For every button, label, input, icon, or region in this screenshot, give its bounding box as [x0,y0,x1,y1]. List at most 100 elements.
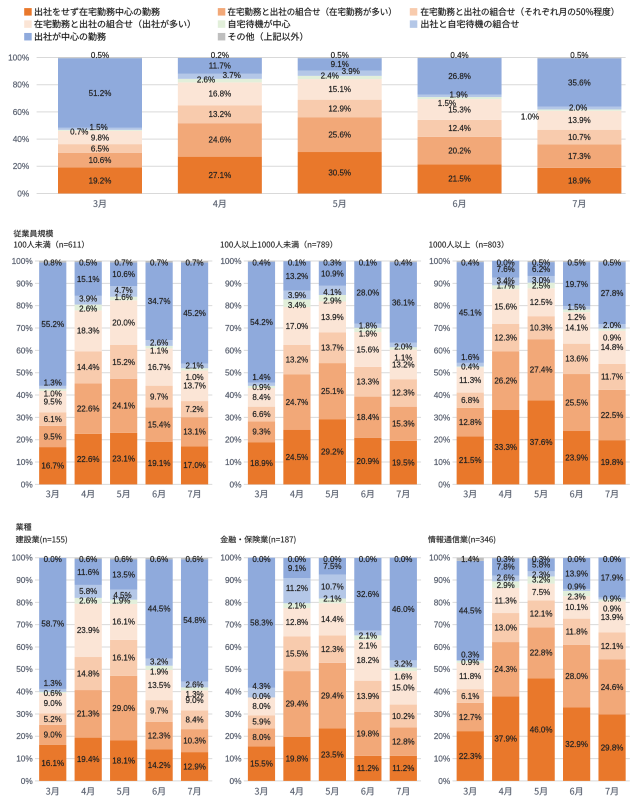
svg-text:12.9%: 12.9% [183,762,206,771]
svg-text:70%: 70% [16,323,33,333]
svg-text:70%: 70% [434,323,451,333]
svg-text:9.7%: 9.7% [150,707,168,716]
svg-text:70%: 70% [225,620,242,630]
svg-text:0.4%: 0.4% [461,258,479,267]
svg-text:0%: 0% [438,479,451,489]
svg-text:15.3%: 15.3% [392,420,415,429]
svg-text:7.8%: 7.8% [497,563,515,572]
svg-text:21.5%: 21.5% [448,175,471,184]
svg-text:0.4%: 0.4% [252,258,270,267]
svg-text:10%: 10% [16,457,33,467]
svg-text:18.9%: 18.9% [568,176,591,185]
svg-text:0%: 0% [230,776,243,786]
svg-text:20%: 20% [225,731,242,741]
svg-text:10%: 10% [225,457,242,467]
svg-text:9.0%: 9.0% [44,699,62,708]
svg-text:40%: 40% [13,134,30,144]
svg-text:19.1%: 19.1% [148,459,171,468]
svg-text:70%: 70% [434,620,451,630]
svg-text:5.2%: 5.2% [44,715,62,724]
svg-text:25.1%: 25.1% [321,387,344,396]
svg-text:15.4%: 15.4% [148,420,171,429]
svg-text:30.5%: 30.5% [328,169,351,178]
svg-text:0.0%: 0.0% [44,555,62,564]
svg-text:7.5%: 7.5% [532,588,550,597]
svg-text:6.2%: 6.2% [532,265,550,274]
svg-text:17.3%: 17.3% [568,152,591,161]
svg-text:16.1%: 16.1% [112,654,135,663]
svg-text:15.3%: 15.3% [448,105,471,114]
svg-text:44.5%: 44.5% [148,605,171,614]
svg-text:0.0%: 0.0% [359,555,377,564]
svg-text:1.0%: 1.0% [44,389,62,398]
svg-text:16.1%: 16.1% [41,759,64,768]
svg-text:1.0%: 1.0% [521,113,539,122]
svg-text:0.4%: 0.4% [461,362,479,371]
svg-text:10.1%: 10.1% [565,603,588,612]
svg-text:12.3%: 12.3% [494,334,517,343]
svg-text:2.3%: 2.3% [532,571,550,580]
svg-text:40%: 40% [434,687,451,697]
svg-text:24.1%: 24.1% [112,402,135,411]
svg-text:20%: 20% [434,731,451,741]
svg-text:17.9%: 17.9% [601,573,624,582]
svg-text:50%: 50% [434,368,451,378]
svg-text:23.9%: 23.9% [565,454,588,463]
svg-text:27.4%: 27.4% [530,366,553,375]
svg-text:70%: 70% [225,323,242,333]
svg-text:80%: 80% [434,301,451,311]
svg-text:9.5%: 9.5% [44,432,62,441]
svg-text:40%: 40% [434,390,451,400]
svg-text:24.3%: 24.3% [494,665,517,674]
svg-text:37.6%: 37.6% [530,438,553,447]
svg-text:60%: 60% [13,107,30,117]
svg-text:1.5%: 1.5% [89,123,107,132]
svg-text:15.6%: 15.6% [494,302,517,311]
svg-text:29.4%: 29.4% [321,691,344,700]
svg-text:12.4%: 12.4% [448,124,471,133]
svg-text:90%: 90% [434,278,451,288]
svg-text:2.6%: 2.6% [497,573,515,582]
svg-text:3.2%: 3.2% [150,657,168,666]
svg-text:2.3%: 2.3% [567,593,585,602]
svg-text:13.7%: 13.7% [321,344,344,353]
svg-text:13.3%: 13.3% [357,378,380,387]
svg-text:2.9%: 2.9% [323,297,341,306]
svg-text:80%: 80% [16,597,33,607]
svg-text:55.2%: 55.2% [41,320,64,329]
svg-text:0.0%: 0.0% [252,555,270,564]
svg-text:45.2%: 45.2% [183,309,206,318]
svg-text:26.8%: 26.8% [448,72,471,81]
svg-text:11.7%: 11.7% [601,373,623,382]
svg-text:0.7%: 0.7% [115,258,133,267]
svg-text:60%: 60% [434,345,451,355]
svg-text:0.7%: 0.7% [150,258,168,267]
svg-text:32.9%: 32.9% [565,740,588,749]
svg-text:20%: 20% [13,161,30,171]
svg-text:10.2%: 10.2% [392,712,415,721]
svg-text:5.8%: 5.8% [532,561,550,570]
svg-text:2.0%: 2.0% [569,103,587,112]
svg-text:30%: 30% [434,709,451,719]
svg-text:80%: 80% [16,301,33,311]
svg-text:9.7%: 9.7% [150,392,168,401]
svg-text:24.5%: 24.5% [286,453,309,462]
svg-text:100%: 100% [12,256,34,266]
svg-text:11.8%: 11.8% [566,628,588,637]
svg-text:10.3%: 10.3% [183,736,206,745]
svg-text:1.2%: 1.2% [567,313,585,322]
svg-text:13.2%: 13.2% [286,356,309,365]
svg-text:1.5%: 1.5% [567,303,585,312]
svg-text:0%: 0% [21,479,34,489]
svg-text:1.6%: 1.6% [461,353,479,362]
svg-text:1.7%: 1.7% [497,282,515,291]
svg-text:80%: 80% [434,597,451,607]
svg-text:50%: 50% [225,664,242,674]
svg-text:11.6%: 11.6% [77,568,99,577]
svg-text:0%: 0% [21,776,34,786]
svg-text:18.9%: 18.9% [250,459,273,468]
svg-text:90%: 90% [225,575,242,585]
svg-text:17.0%: 17.0% [183,461,206,470]
svg-text:0.9%: 0.9% [252,383,270,392]
svg-text:1.9%: 1.9% [449,90,467,99]
